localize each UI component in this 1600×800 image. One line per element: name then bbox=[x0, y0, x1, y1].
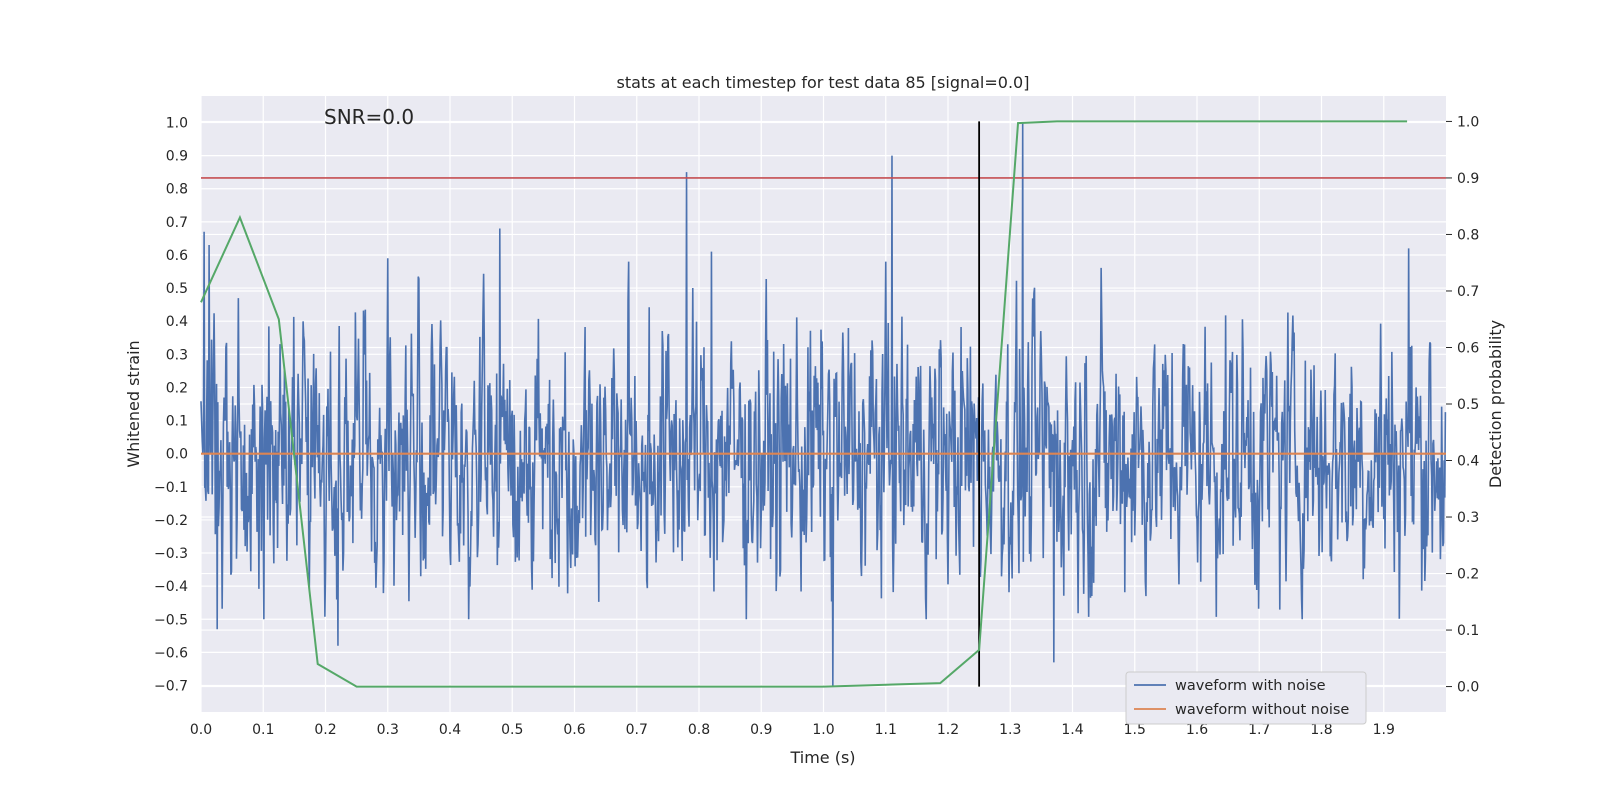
y-left-tick-label: −0.5 bbox=[154, 612, 188, 628]
y-left-tick-label: 0.5 bbox=[166, 281, 188, 297]
y-left-tick-label: 0.4 bbox=[166, 314, 188, 330]
x-tick-label: 0.1 bbox=[252, 722, 274, 738]
y-left-tick-label: 0.8 bbox=[166, 182, 188, 198]
x-tick-label: 1.4 bbox=[1061, 722, 1083, 738]
x-tick-label: 0.8 bbox=[688, 722, 710, 738]
snr-annotation: SNR=0.0 bbox=[324, 105, 414, 129]
y-left-tick-label: 0.2 bbox=[166, 380, 188, 396]
y-left-tick-label: −0.4 bbox=[154, 579, 188, 595]
legend-label-noise: waveform with noise bbox=[1175, 678, 1326, 694]
x-tick-label: 0.9 bbox=[750, 722, 772, 738]
x-tick-label: 1.0 bbox=[812, 722, 834, 738]
y-left-axis-label: Whitened strain bbox=[124, 340, 143, 467]
y-left-tick-label: 0.7 bbox=[166, 215, 188, 231]
y-right-tick-label: 0.6 bbox=[1457, 340, 1479, 356]
series-waveform-with-noise bbox=[200, 122, 1447, 686]
y-right-tick-label: 0.8 bbox=[1457, 227, 1479, 243]
series-detection-probability bbox=[200, 120, 1408, 688]
x-tick-label: 0.7 bbox=[626, 722, 648, 738]
y-right-tick-label: 0.1 bbox=[1457, 623, 1479, 639]
y-right-tick-labels: 0.0 0.1 0.2 0.3 0.4 0.5 0.6 0.7 0.8 0.9 1.0 bbox=[1446, 114, 1479, 696]
y-left-tick-label: 0.3 bbox=[166, 347, 188, 363]
chart-title: stats at each timestep for test data 85 … bbox=[617, 73, 1030, 92]
legend-box bbox=[1125, 671, 1367, 725]
y-right-tick-label: 0.0 bbox=[1457, 680, 1479, 696]
x-tick-label: 1.6 bbox=[1186, 722, 1208, 738]
x-axis-label: Time (s) bbox=[789, 748, 855, 767]
y-right-tick-label: 0.5 bbox=[1457, 397, 1479, 413]
y-left-tick-label: 0.6 bbox=[166, 248, 188, 264]
x-tick-label: 1.8 bbox=[1310, 722, 1332, 738]
legend: waveform with noise waveform without noi… bbox=[1125, 671, 1367, 725]
x-tick-label: 1.1 bbox=[875, 722, 897, 738]
x-tick-label: 1.5 bbox=[1124, 722, 1146, 738]
y-right-tick-label: 0.7 bbox=[1457, 284, 1479, 300]
y-left-tick-label: −0.1 bbox=[154, 480, 188, 496]
y-right-tick-label: 0.3 bbox=[1457, 510, 1479, 526]
y-left-tick-labels: −0.7 −0.6 −0.5 −0.4 −0.3 −0.2 −0.1 0.0 0.1 0.2 0.3… bbox=[154, 115, 188, 694]
x-tick-label: 0.4 bbox=[439, 722, 461, 738]
y-left-tick-label: 0.9 bbox=[166, 149, 188, 165]
y-left-tick-label: 1.0 bbox=[166, 115, 188, 131]
y-left-tick-label: −0.2 bbox=[154, 513, 188, 529]
y-left-tick-label: −0.6 bbox=[154, 645, 188, 661]
x-tick-label: 0.0 bbox=[190, 722, 212, 738]
y-left-tick-label: 0.0 bbox=[166, 447, 188, 463]
y-left-tick-label: 0.1 bbox=[166, 414, 188, 430]
x-tick-label: 0.5 bbox=[501, 722, 523, 738]
y-right-tick-label: 0.9 bbox=[1457, 171, 1479, 187]
legend-label-clean: waveform without noise bbox=[1175, 702, 1349, 718]
x-tick-label: 0.3 bbox=[377, 722, 399, 738]
x-tick-label: 1.7 bbox=[1248, 722, 1270, 738]
x-tick-label: 0.2 bbox=[314, 722, 336, 738]
x-tick-label: 0.6 bbox=[563, 722, 585, 738]
y-right-tick-label: 0.2 bbox=[1457, 567, 1479, 583]
x-tick-label: 1.9 bbox=[1373, 722, 1395, 738]
y-right-axis-label: Detection probability bbox=[1486, 320, 1505, 488]
y-right-tick-label: 0.4 bbox=[1457, 454, 1479, 470]
y-left-tick-label: −0.3 bbox=[154, 546, 188, 562]
x-tick-label: 1.3 bbox=[999, 722, 1021, 738]
x-tick-label: 1.2 bbox=[937, 722, 959, 738]
y-left-tick-label: −0.7 bbox=[154, 679, 188, 695]
x-tick-labels: 0.0 0.1 0.2 0.3 0.4 0.5 0.6 0.7 0.8 0.9 1.0 1.1 1.2 1… bbox=[190, 722, 1395, 738]
series-layer bbox=[200, 120, 1447, 688]
y-right-tick-label: 1.0 bbox=[1457, 114, 1479, 130]
